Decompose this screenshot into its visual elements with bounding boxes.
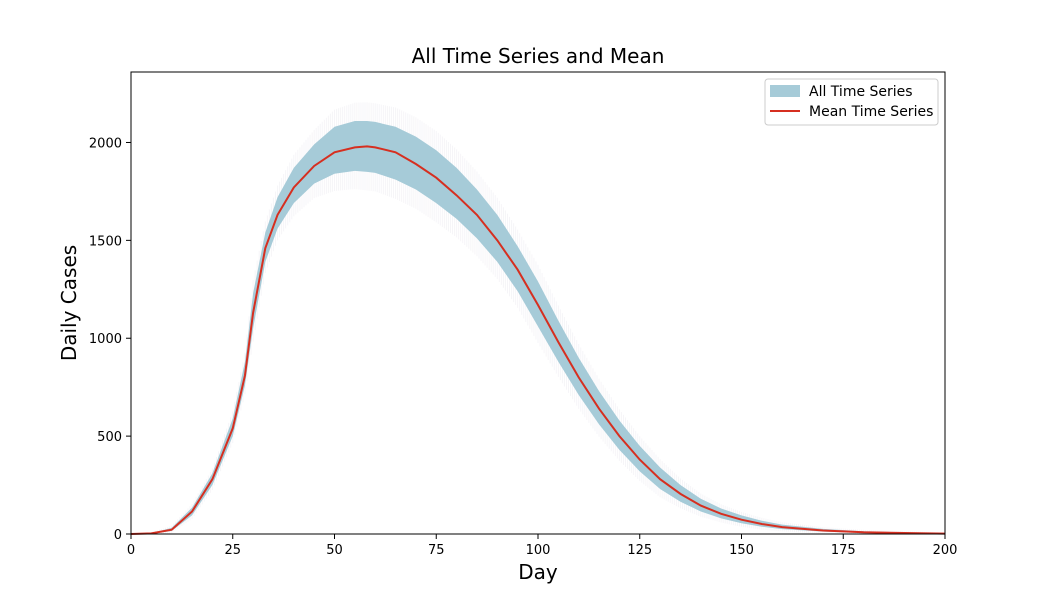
x-tick-label: 100 (526, 543, 551, 558)
y-axis: 0 500 1000 1500 2000 (89, 136, 131, 543)
x-tick-label: 125 (627, 543, 652, 558)
x-tick-label: 75 (428, 543, 445, 558)
y-tick-label: 2000 (89, 136, 122, 151)
y-tick-label: 1000 (89, 332, 122, 347)
legend-box (764, 78, 939, 126)
y-tick-label: 500 (97, 430, 122, 445)
x-tick-label: 50 (326, 543, 343, 558)
y-axis-title: Daily Cases (57, 245, 81, 361)
legend-label-all-time-series: All Time Series (809, 84, 913, 100)
x-axis-title: Day (518, 560, 558, 584)
legend-label-mean-time-series: Mean Time Series (809, 104, 933, 120)
x-tick-label: 0 (127, 543, 135, 558)
x-tick-label: 200 (933, 543, 958, 558)
y-tick-label: 0 (114, 528, 122, 543)
chart-title: All Time Series and Mean (412, 44, 665, 68)
y-tick-label: 1500 (89, 234, 122, 249)
legend: All Time Series Mean Time Series (764, 78, 939, 126)
legend-swatch-all-time-series (770, 85, 800, 97)
x-axis: 0 25 50 75 100 125 150 175 200 (127, 534, 958, 558)
x-tick-label: 150 (729, 543, 754, 558)
x-tick-label: 25 (224, 543, 241, 558)
mean-time-series-line (130, 145, 946, 535)
x-tick-label: 175 (831, 543, 856, 558)
